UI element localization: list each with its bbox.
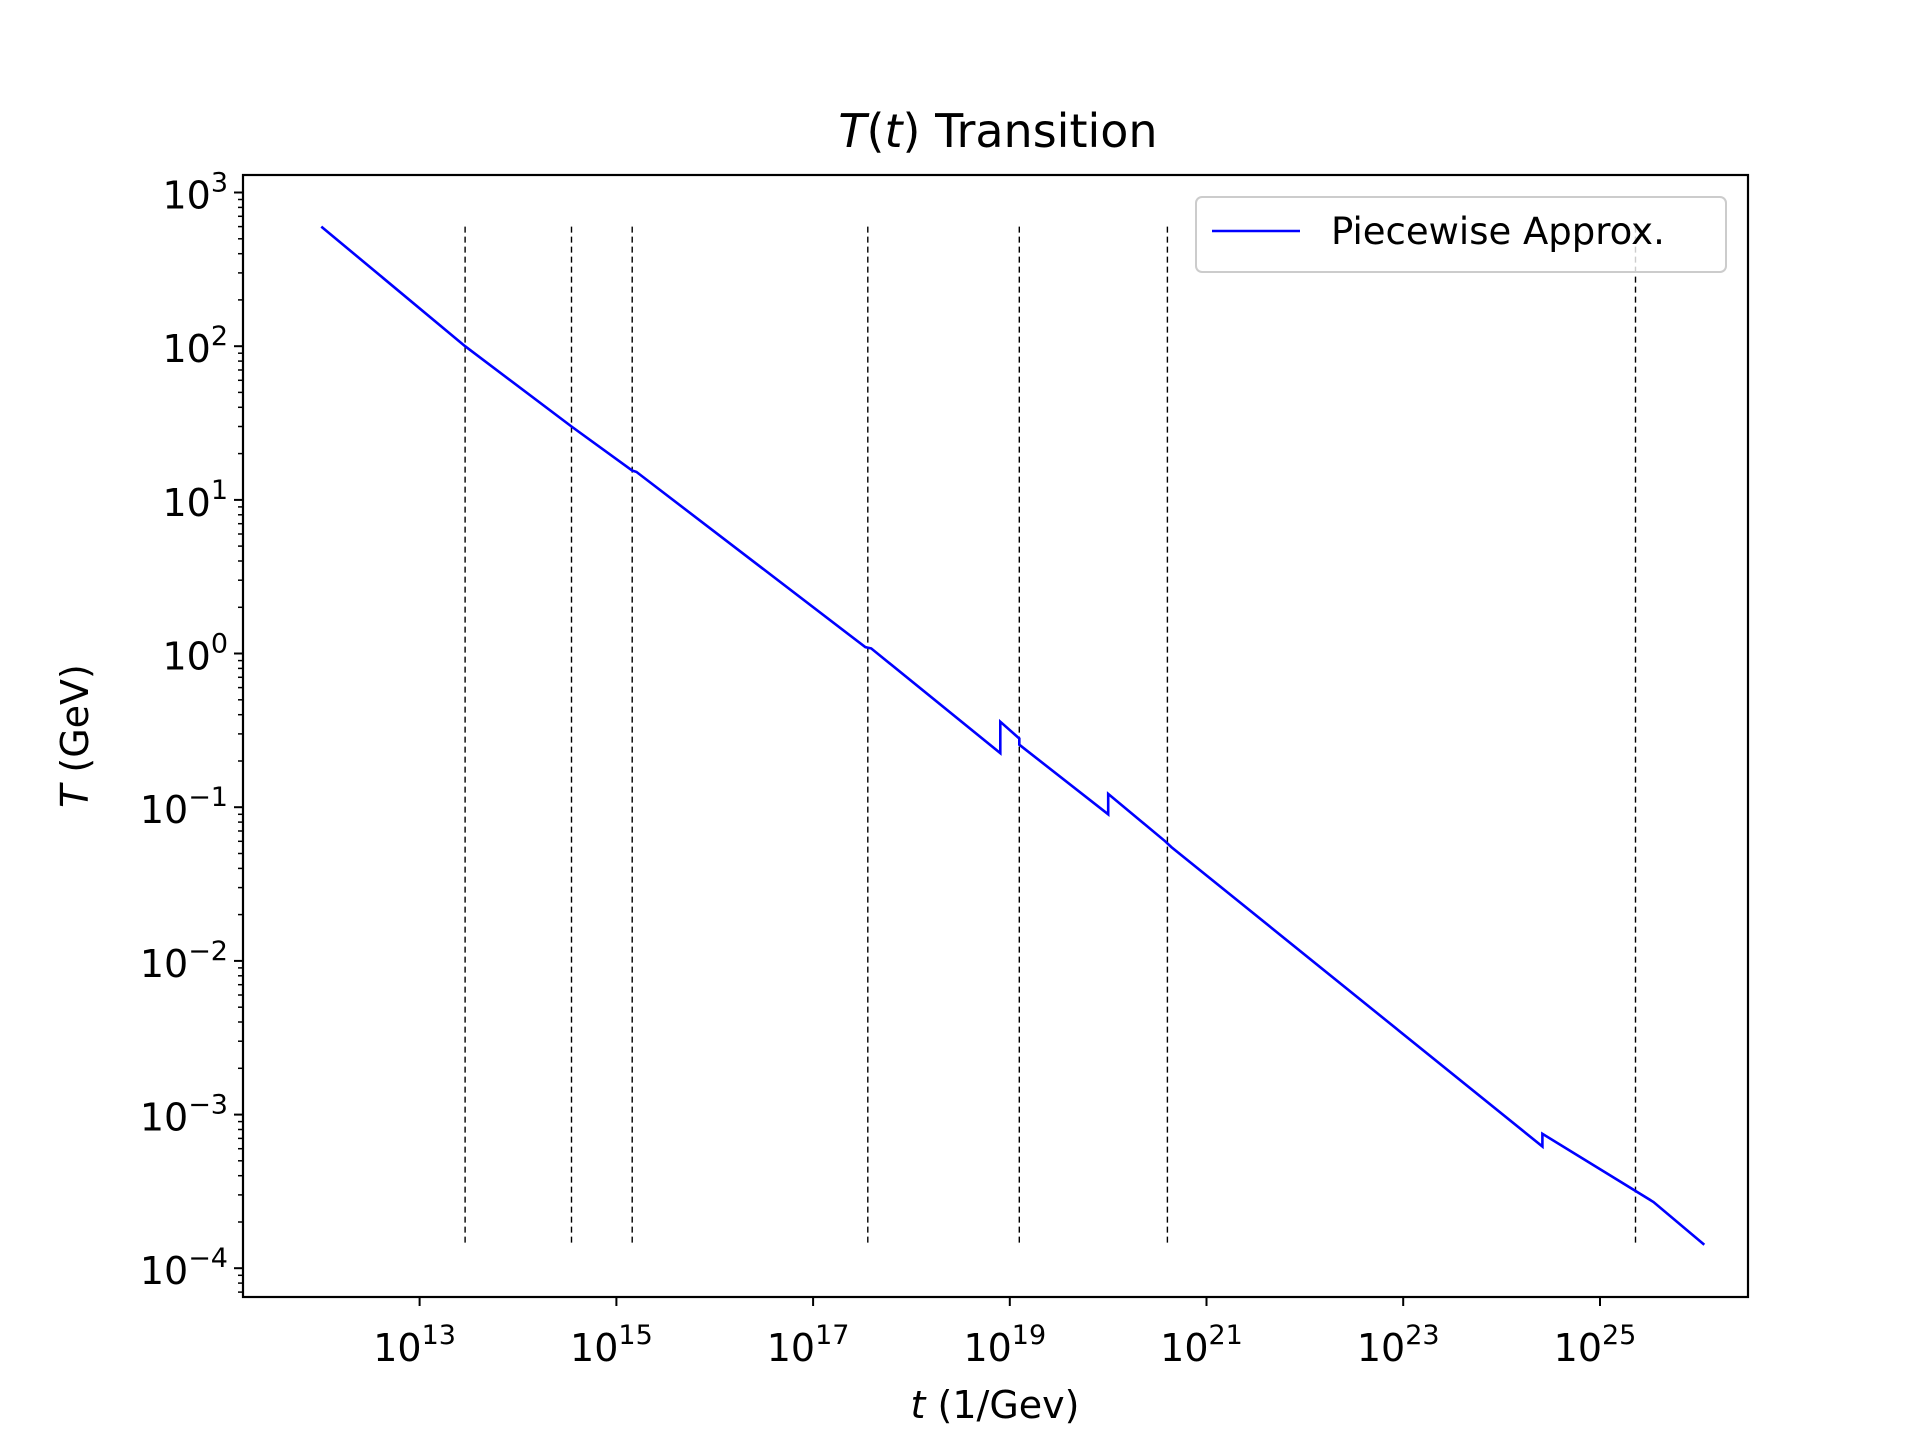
y-tick-label-1: 103 [162,168,228,218]
legend: Piecewise Approx. [1195,196,1727,273]
x-tick-label-6: 1023 [1357,1320,1440,1370]
plot-frame [241,173,1750,1299]
x-axis-label: t (1/Gev) [911,1383,1080,1427]
y-tick-label-4: 100 [162,629,228,679]
chart-title: T(t) Transition [838,104,1157,158]
series-layer [320,225,1706,1246]
legend-series-label: Piecewise Approx. [1331,210,1665,253]
y-tick-label-5: 10−1 [140,782,228,832]
y-axis: 103 102 101 100 10−1 10−2 10−3 10−4 [140,168,243,1293]
y-tick-label-7: 10−3 [140,1090,228,1140]
x-tick-label-4: 1019 [963,1320,1046,1370]
y-tick-label-8: 10−4 [140,1243,228,1293]
x-axis: 1013 1015 1017 1019 1021 1023 1025 [373,1297,1636,1370]
legend-box [1195,196,1727,273]
y-axis-label: T (GeV) [53,664,97,808]
y-tick-label-3: 101 [162,475,228,525]
y-tick-label-6: 10−2 [140,936,228,986]
x-tick-label-7: 1025 [1554,1320,1637,1370]
x-tick-label-1: 1013 [373,1320,456,1370]
x-tick-label-5: 1021 [1160,1320,1243,1370]
x-tick-label-3: 1017 [767,1320,850,1370]
y-tick-label-2: 102 [162,321,228,371]
series-line-1 [320,225,1706,1246]
x-tick-label-2: 1015 [570,1320,653,1370]
